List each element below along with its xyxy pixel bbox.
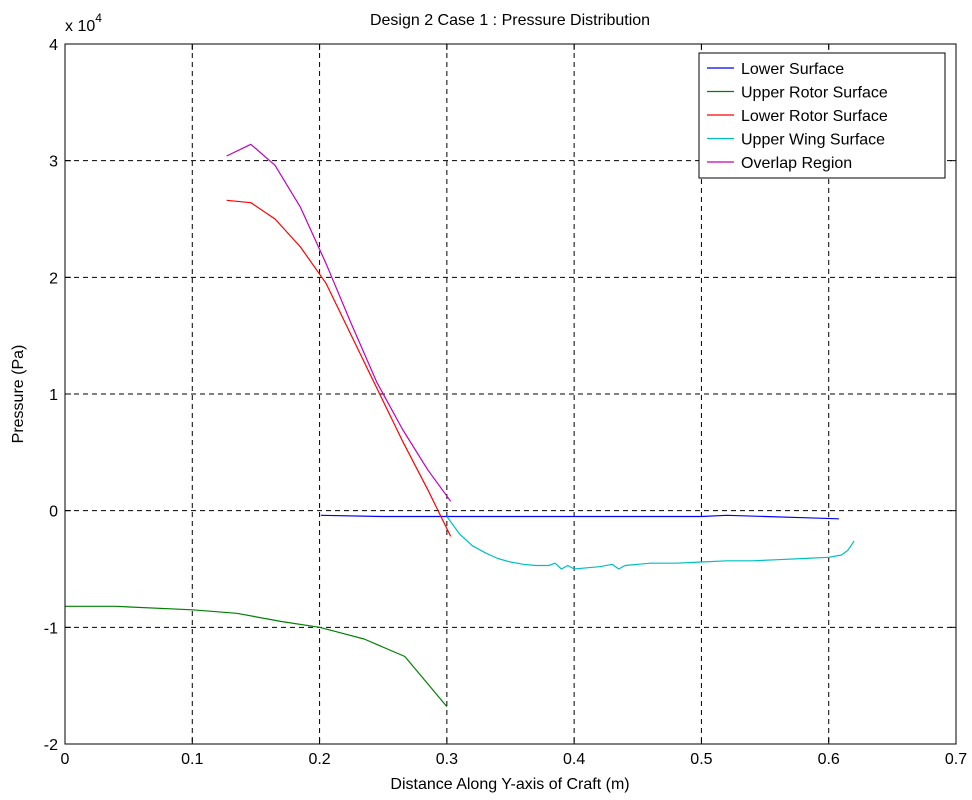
- y-multiplier-exponent: 4: [95, 11, 102, 25]
- x-tick-label: 0.7: [945, 751, 967, 768]
- legend-label-lower-surface: Lower Surface: [741, 61, 844, 78]
- y-tick-label: 0: [49, 504, 58, 521]
- x-tick-label: 0.3: [436, 751, 458, 768]
- legend-label-overlap-region: Overlap Region: [741, 155, 852, 172]
- y-tick-label: 1: [49, 387, 58, 404]
- axis-ticks: 0 0.1 0.2 0.3 0.4 0.5 0.6 0.7 -2 -1 0 1 2 3 4: [44, 37, 967, 768]
- legend-box: [698, 52, 946, 179]
- series-line-overlap-region: [226, 143, 452, 502]
- x-tick-label: 0.1: [181, 751, 203, 768]
- series-line-upper-wing-surface: [446, 516, 855, 570]
- series-lines: [65, 143, 855, 708]
- legend: Lower Surface Upper Rotor Surface Lower Ro…: [698, 52, 946, 179]
- y-tick-label: -2: [44, 737, 58, 754]
- y-tick-label: 3: [49, 154, 58, 171]
- chart-title: Design 2 Case 1 : Pressure Distribution: [370, 12, 650, 29]
- x-tick-label: 0: [61, 751, 70, 768]
- y-tick-label: 4: [49, 37, 58, 54]
- y-tick-label: -1: [44, 620, 58, 637]
- x-tick-label: 0.2: [308, 751, 330, 768]
- x-tick-label: 0.4: [563, 751, 585, 768]
- series-line-upper-rotor-surface: [65, 605, 448, 708]
- x-tick-label: 0.6: [818, 751, 840, 768]
- series-line-lower-surface: [320, 514, 839, 520]
- legend-label-upper-wing-surface: Upper Wing Surface: [741, 132, 885, 149]
- legend-items: Lower Surface Upper Rotor Surface Lower Ro…: [707, 61, 888, 172]
- x-tick-label: 0.5: [690, 751, 712, 768]
- legend-label-lower-rotor-surface: Lower Rotor Surface: [741, 108, 888, 125]
- y-multiplier-base: x 10: [65, 18, 95, 35]
- x-axis-label: Distance Along Y-axis of Craft (m): [390, 776, 629, 793]
- y-axis-label: Pressure (Pa): [10, 345, 27, 444]
- series-line-lower-rotor-surface: [226, 199, 452, 537]
- y-tick-label: 2: [49, 270, 58, 287]
- legend-label-upper-rotor-surface: Upper Rotor Surface: [741, 85, 888, 102]
- y-axis-multiplier: x 104: [65, 11, 102, 35]
